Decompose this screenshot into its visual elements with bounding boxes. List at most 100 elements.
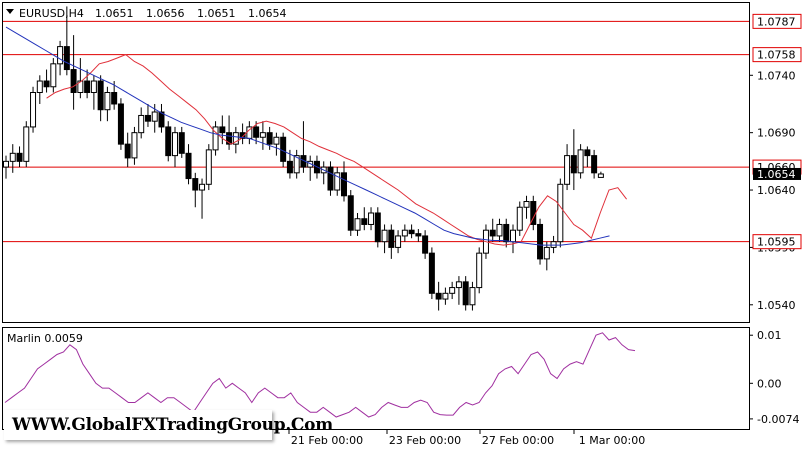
candle-body <box>165 126 172 157</box>
candle-body <box>442 292 449 300</box>
candle-body <box>550 241 557 248</box>
level-label: 1.0595 <box>757 236 796 249</box>
candle-body <box>185 152 192 180</box>
candle-body <box>219 126 226 134</box>
candle-body <box>97 80 104 111</box>
candle-body <box>90 80 97 94</box>
candle-body <box>151 111 158 122</box>
candle-body <box>253 126 260 138</box>
indicator-y-tick-label: -0.0074 <box>757 413 799 426</box>
candle-body <box>43 80 50 88</box>
candle-body <box>341 172 347 197</box>
candle-body <box>77 80 84 94</box>
candle-body <box>415 233 422 237</box>
candle-body <box>584 149 591 157</box>
x-tick-label: 23 Feb 00:00 <box>389 434 461 447</box>
level-label-box <box>752 234 802 250</box>
candle-body <box>489 229 496 237</box>
candle-body <box>144 114 151 122</box>
open-value: 1.0651 <box>95 7 134 20</box>
candle-body <box>50 63 57 88</box>
y-tick-label: 1.0740 <box>757 69 796 82</box>
candle-body <box>131 132 138 159</box>
marlin-line <box>4 332 636 418</box>
x-tick-label: 27 Feb 00:00 <box>482 434 554 447</box>
candle-body <box>557 183 564 243</box>
candle-body <box>63 46 70 71</box>
dropdown-triangle-icon[interactable] <box>6 9 14 14</box>
candle-body <box>361 218 368 225</box>
candle-body <box>307 160 314 168</box>
candle-body <box>503 223 510 243</box>
candle-body <box>57 46 64 65</box>
x-tick-label: 1 Mar 00:00 <box>579 434 645 447</box>
candle-body <box>435 292 442 300</box>
level-label: 1.0758 <box>757 49 796 62</box>
candle-body <box>178 132 185 154</box>
candle-body <box>537 223 544 260</box>
indicator-y-tick-label: 0.00 <box>757 377 782 390</box>
high-value: 1.0656 <box>146 7 185 20</box>
candle-body <box>381 229 388 243</box>
candle-body <box>70 69 77 94</box>
candle-body <box>84 80 91 94</box>
time-axis: 21 Feb 00:00 23 Feb 00:00 27 Feb 00:00 1 Ma… <box>288 430 645 447</box>
candle-body <box>564 155 571 185</box>
candle-body <box>117 103 124 145</box>
candle-body <box>327 166 334 191</box>
candle-body <box>293 155 300 174</box>
moving-averages-layer <box>5 26 627 246</box>
candle-body <box>523 201 530 208</box>
candle-body <box>510 229 516 243</box>
candle-body <box>395 235 402 248</box>
indicator-layer: 0.01 0.00 -0.0074 <box>4 329 799 426</box>
y-tick-label: 1.0690 <box>757 127 796 140</box>
candle-body <box>199 183 206 191</box>
low-value: 1.0651 <box>197 7 236 20</box>
candle-body <box>111 92 118 105</box>
candle-body <box>286 160 293 174</box>
candle-body <box>23 126 30 162</box>
candle-body <box>469 287 476 306</box>
candle-body <box>226 132 233 145</box>
candle-body <box>462 281 469 306</box>
candle-body <box>138 114 145 134</box>
candle-body <box>374 212 381 243</box>
candle-body <box>280 136 287 162</box>
candle-body <box>354 218 361 231</box>
candles-layer <box>3 6 604 311</box>
candle-body <box>259 132 266 138</box>
candle-body <box>36 80 43 94</box>
level-label-box <box>752 13 802 29</box>
watermark: WWW.GlobalFXTradingGroup.Com <box>4 410 333 440</box>
indicator-y-tick-label: 0.01 <box>757 329 782 342</box>
candle-body <box>205 149 212 185</box>
ma-slow-line <box>5 26 610 246</box>
candle-body <box>172 132 178 157</box>
candle-body <box>232 132 239 145</box>
candle-body <box>496 223 503 237</box>
candle-body <box>239 132 246 139</box>
candle-body <box>266 132 273 145</box>
indicator-title: Marlin 0.0059 <box>7 332 83 345</box>
candle-body <box>577 149 584 174</box>
candle-body <box>388 229 395 248</box>
y-tick-label: 1.0540 <box>757 299 796 312</box>
candle-body <box>543 246 550 260</box>
candle-body <box>516 206 523 231</box>
candle-body <box>476 252 483 289</box>
candle-body <box>422 235 429 254</box>
candle-body <box>273 136 280 145</box>
candle-body <box>428 252 435 294</box>
level-label-box <box>752 47 802 63</box>
symbol-label: EURUSD,H4 <box>19 7 84 20</box>
level-label: 1.0787 <box>757 15 796 28</box>
price-axis: 1.07401.06901.06401.05901.05401.07871.07… <box>749 13 802 312</box>
candle-body <box>9 152 16 162</box>
current-price-box <box>753 167 801 180</box>
candle-body <box>591 155 598 174</box>
candle-body <box>401 229 408 237</box>
candle-body <box>368 212 375 225</box>
price-pane <box>2 2 750 323</box>
